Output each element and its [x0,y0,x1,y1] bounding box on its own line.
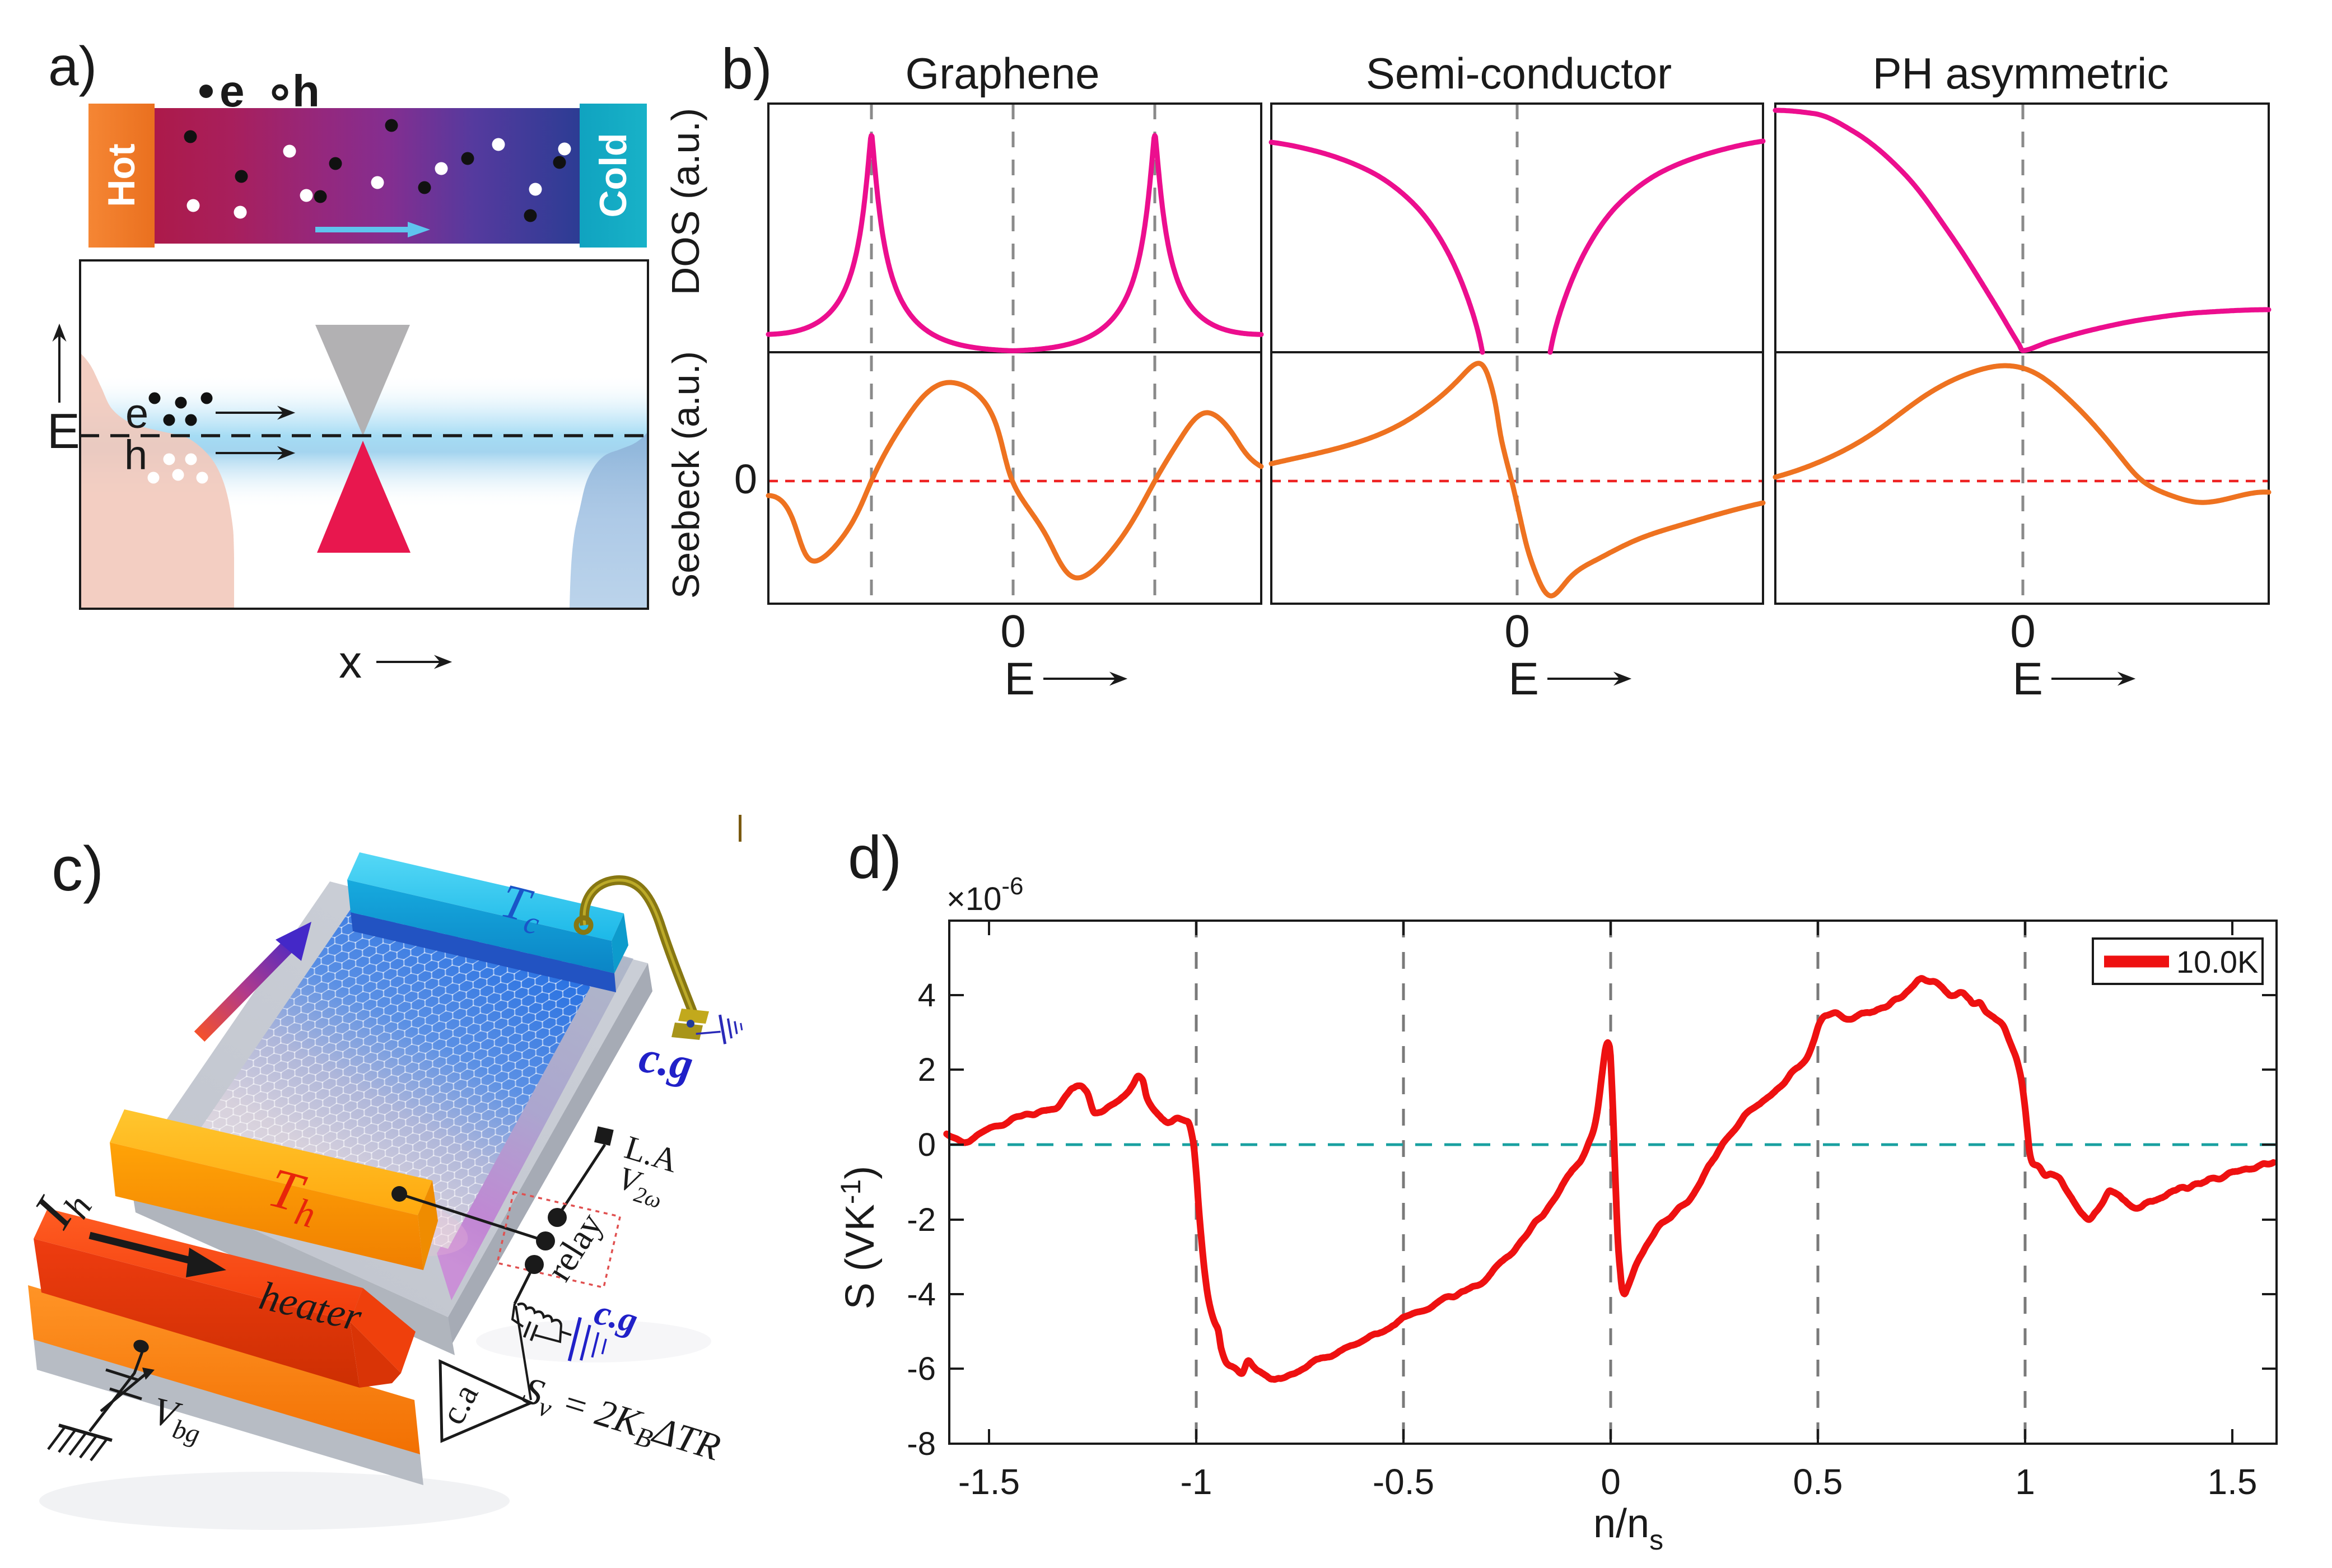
svg-text:-4: -4 [907,1276,936,1313]
svg-text:-2: -2 [907,1202,936,1238]
svg-text:1: 1 [2015,1462,2035,1502]
svg-text:0: 0 [1601,1462,1621,1502]
svg-text:e: e [220,66,245,116]
svg-text:PH asymmetric: PH asymmetric [1873,49,2169,98]
svg-text:h: h [124,432,147,478]
svg-text:Cold: Cold [592,133,635,217]
svg-text:0: 0 [1504,606,1530,657]
svg-text:Hot: Hot [100,143,143,207]
svg-text:c): c) [52,834,104,904]
svg-text:-0.5: -0.5 [1373,1462,1434,1502]
svg-text:a): a) [48,35,97,97]
svg-text:E: E [1004,654,1035,704]
svg-text:h: h [292,66,320,116]
svg-text:c.g: c.g [636,1032,697,1090]
svg-text:-1.5: -1.5 [958,1462,1020,1502]
svg-text:b): b) [721,37,772,101]
svg-text:0: 0 [918,1127,936,1163]
svg-text:E: E [2012,654,2043,704]
svg-text:4: 4 [918,977,936,1014]
svg-text:d): d) [848,823,902,891]
svg-text:2: 2 [918,1052,936,1088]
svg-text:E: E [47,403,80,459]
svg-text:E: E [1508,654,1539,704]
svg-text:Seebeck (a.u.): Seebeck (a.u.) [665,351,707,599]
svg-text:Semi-conductor: Semi-conductor [1366,49,1672,98]
svg-text:10.0K: 10.0K [2176,944,2258,979]
svg-text:1.5: 1.5 [2208,1462,2258,1502]
svg-text:-8: -8 [907,1426,936,1462]
svg-text:DOS (a.u.): DOS (a.u.) [664,108,707,296]
svg-text:0.5: 0.5 [1793,1462,1843,1502]
svg-text:0: 0 [1000,606,1026,657]
svg-text:Graphene: Graphene [906,49,1100,98]
svg-text:0: 0 [734,456,757,502]
svg-text:0: 0 [2010,606,2036,657]
svg-text:x: x [339,637,362,688]
svg-text:-6: -6 [907,1351,936,1387]
svg-text:e: e [125,390,148,437]
svg-text:S (VK-1): S (VK-1) [835,1166,883,1310]
svg-text:-1: -1 [1181,1462,1212,1502]
